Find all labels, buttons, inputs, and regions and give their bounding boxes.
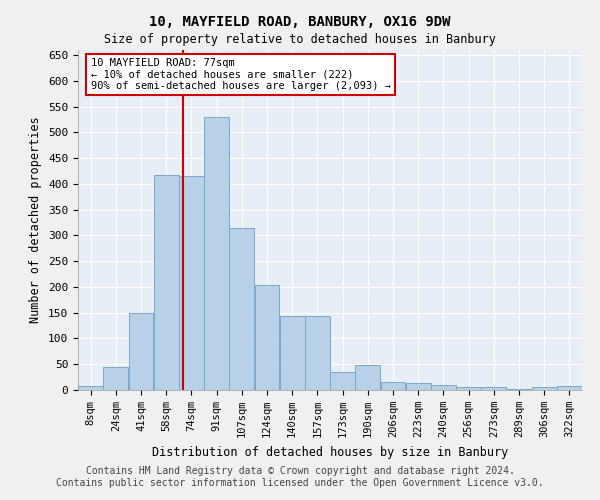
Text: 10, MAYFIELD ROAD, BANBURY, OX16 9DW: 10, MAYFIELD ROAD, BANBURY, OX16 9DW [149, 15, 451, 29]
Bar [204, 117, 229, 390]
Bar [532, 388, 557, 390]
Bar [406, 384, 431, 390]
Bar [179, 176, 204, 390]
X-axis label: Distribution of detached houses by size in Banbury: Distribution of detached houses by size … [152, 446, 508, 458]
Bar [355, 366, 380, 390]
Bar [431, 385, 456, 390]
Text: Contains HM Land Registry data © Crown copyright and database right 2024.
Contai: Contains HM Land Registry data © Crown c… [56, 466, 544, 487]
Bar [78, 386, 103, 390]
Bar [305, 316, 330, 390]
Bar [380, 382, 406, 390]
Bar [154, 175, 179, 390]
Bar [128, 312, 154, 390]
Bar [254, 286, 280, 390]
Bar [506, 389, 532, 390]
Text: Size of property relative to detached houses in Banbury: Size of property relative to detached ho… [104, 32, 496, 46]
Bar [280, 316, 305, 390]
Text: 10 MAYFIELD ROAD: 77sqm
← 10% of detached houses are smaller (222)
90% of semi-d: 10 MAYFIELD ROAD: 77sqm ← 10% of detache… [91, 58, 391, 91]
Bar [456, 388, 481, 390]
Bar [229, 228, 254, 390]
Y-axis label: Number of detached properties: Number of detached properties [29, 116, 43, 324]
Bar [557, 386, 582, 390]
Bar [481, 388, 506, 390]
Bar [103, 367, 128, 390]
Bar [330, 372, 355, 390]
